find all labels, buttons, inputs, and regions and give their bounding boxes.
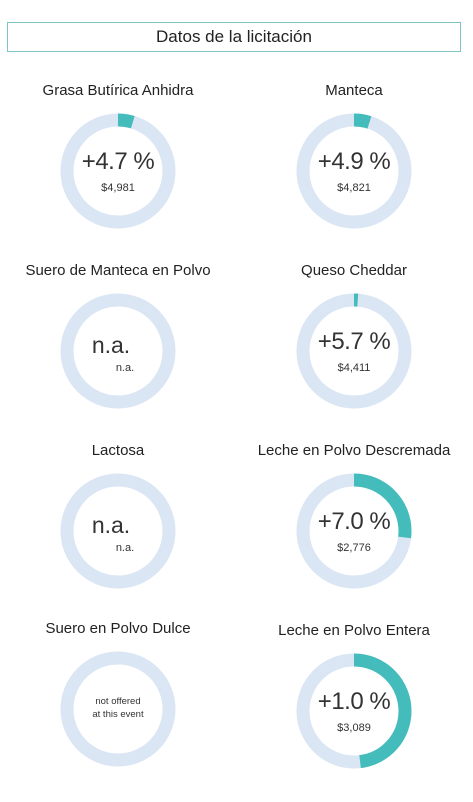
tile-lactosa: Lactosa n.a. n.a.	[0, 442, 236, 622]
na-value: n.a.	[91, 332, 131, 358]
donut-fill-arc	[296, 293, 412, 409]
donut-ring	[296, 113, 412, 229]
not-offered-line-1: not offered	[95, 696, 141, 707]
change-percent: +4.7 %	[81, 148, 155, 175]
tile-queso-cheddar: Queso Cheddar +5.7 % $4,411	[236, 262, 472, 442]
donut-ring	[296, 473, 412, 589]
tile-leche-en-polvo-descremada: Leche en Polvo Descremada +7.0 % $2,776	[236, 442, 472, 622]
tile-suero-en-polvo-dulce: Suero en Polvo Dulce not offered at this…	[0, 620, 236, 800]
donut-gauge: +4.7 % $4,981	[59, 112, 177, 230]
tile-grasa-butirica-anhidra: Grasa Butírica Anhidra +4.7 % $4,981	[0, 82, 236, 262]
donut-gauge: +1.0 % $3,089	[295, 652, 413, 770]
tile-leche-en-polvo-entera: Leche en Polvo Entera +1.0 % $3,089	[236, 622, 472, 802]
donut-fill-arc	[296, 473, 412, 589]
change-percent: +1.0 %	[317, 688, 391, 715]
na-subvalue: n.a.	[115, 542, 135, 554]
tile-title: Suero de Manteca en Polvo	[25, 262, 211, 279]
donut-track	[60, 651, 176, 767]
donut-track	[60, 473, 176, 589]
donut-gauge: n.a. n.a.	[59, 472, 177, 590]
price-value: $3,089	[337, 722, 371, 734]
page-title-text: Datos de la licitación	[156, 27, 312, 46]
donut-track	[60, 293, 176, 409]
change-percent: +7.0 %	[317, 508, 391, 535]
donut-gauge: +7.0 % $2,776	[295, 472, 413, 590]
donut-ring	[60, 113, 176, 229]
donut-ring	[60, 473, 176, 589]
price-value: $4,411	[337, 362, 371, 374]
tile-title: Manteca	[325, 82, 383, 99]
donut-gauge: +4.9 % $4,821	[295, 112, 413, 230]
donut-ring	[60, 651, 176, 767]
tile-title: Leche en Polvo Descremada	[257, 442, 451, 459]
tile-title: Suero en Polvo Dulce	[45, 620, 191, 637]
donut-gauge: not offered at this event	[59, 650, 177, 768]
not-offered-note: not offered at this event	[59, 695, 177, 721]
donut-fill-arc	[296, 113, 412, 229]
tile-title: Queso Cheddar	[301, 262, 407, 279]
not-offered-line-2: at this event	[92, 709, 144, 720]
donut-gauge: +5.7 % $4,411	[295, 292, 413, 410]
change-percent: +5.7 %	[317, 328, 391, 355]
change-percent: +4.9 %	[317, 148, 391, 175]
price-value: $4,821	[337, 182, 371, 194]
donut-fill-arc	[60, 113, 176, 229]
tile-title: Lactosa	[91, 442, 145, 459]
donut-ring	[296, 653, 412, 769]
page-title: Datos de la licitación	[7, 22, 461, 52]
na-value: n.a.	[91, 512, 131, 538]
tile-title: Grasa Butírica Anhidra	[42, 82, 194, 99]
donut-gauge: n.a. n.a.	[59, 292, 177, 410]
tile-manteca: Manteca +4.9 % $4,821	[236, 82, 472, 262]
price-value: $2,776	[337, 542, 371, 554]
donut-fill-arc	[296, 653, 412, 769]
tile-suero-de-manteca-en-polvo: Suero de Manteca en Polvo n.a. n.a.	[0, 262, 236, 442]
tile-title: Leche en Polvo Entera	[278, 622, 430, 639]
donut-ring	[296, 293, 412, 409]
price-value: $4,981	[101, 182, 135, 194]
donut-ring	[60, 293, 176, 409]
na-subvalue: n.a.	[115, 362, 135, 374]
